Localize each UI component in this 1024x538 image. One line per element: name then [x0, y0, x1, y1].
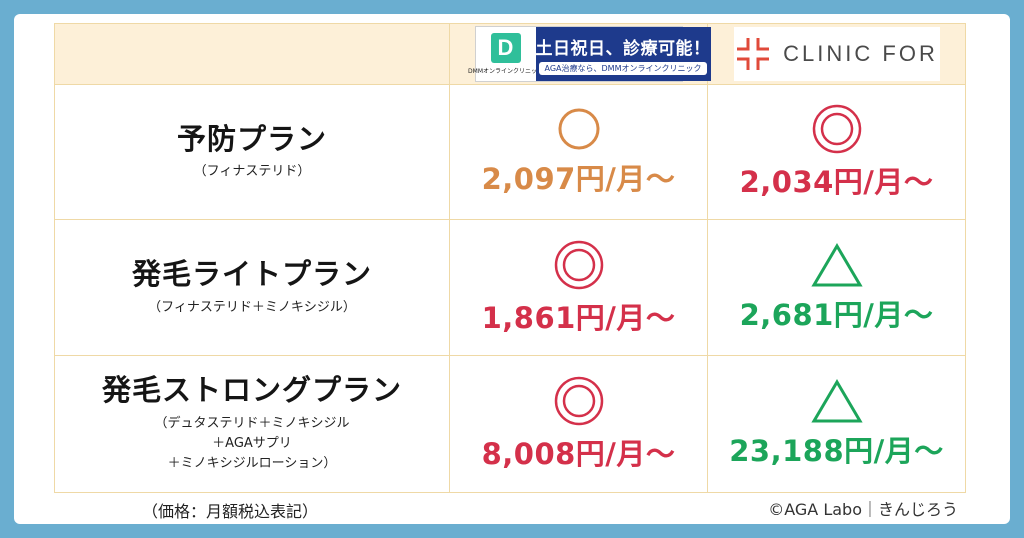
triangle-mark-icon	[810, 379, 863, 423]
plan-ingredients: （フィナステリド＋ミノキシジル）	[148, 299, 356, 315]
dmm-online-clinic-logo: D DMMオンラインクリニック 土日祝日、診療可能！ AGA治療なら、DMMオン…	[468, 26, 711, 82]
header-empty-cell	[54, 23, 450, 85]
dmm-banner: 土日祝日、診療可能！ AGA治療なら、DMMオンラインクリニック	[535, 27, 711, 81]
plan-cell: 発毛ストロングプラン （デュタステリド＋ミノキシジル ＋AGAサプリ ＋ミノキシ…	[54, 355, 450, 493]
plan-name: 発毛ライトプラン	[131, 257, 372, 292]
clinic-for-rating-cell: 23,188円/月〜	[707, 355, 966, 493]
clinic-for-logo: CLINIC FOR	[733, 27, 940, 81]
dmm-banner-sub-text: AGA治療なら、DMMオンラインクリニック	[538, 61, 708, 75]
clinic-for-rating-cell: 2,034円/月〜	[707, 84, 966, 220]
plan-cell: 予防プラン （フィナステリド）	[54, 84, 450, 220]
dmm-rating-cell: 2,097円/月〜	[449, 84, 708, 220]
clinic-for-price: 2,034円/月〜	[739, 165, 934, 199]
double-circle-mark-icon	[554, 376, 603, 426]
clinic-for-rating-cell: 2,681円/月〜	[707, 219, 966, 356]
circle-mark-icon	[558, 108, 599, 150]
plan-name: 発毛ストロングプラン	[101, 373, 402, 408]
dmm-d-plus-icon: D	[490, 33, 521, 63]
clinic-for-price: 23,188円/月〜	[729, 434, 944, 468]
dmm-brand-small-text: DMMオンラインクリニック	[468, 68, 543, 75]
clinic-for-name: CLINIC FOR	[783, 41, 938, 66]
dmm-rating-cell: 1,861円/月〜	[449, 219, 708, 356]
table-row: 発毛ストロングプラン （デュタステリド＋ミノキシジル ＋AGAサプリ ＋ミノキシ…	[54, 355, 966, 493]
double-circle-mark-icon	[812, 104, 861, 154]
table-header-row: D DMMオンラインクリニック 土日祝日、診療可能！ AGA治療なら、DMMオン…	[54, 23, 966, 85]
comparison-card: D DMMオンラインクリニック 土日祝日、診療可能！ AGA治療なら、DMMオン…	[14, 14, 1010, 524]
comparison-table: D DMMオンラインクリニック 土日祝日、診療可能！ AGA治療なら、DMMオン…	[54, 23, 966, 493]
table-row: 予防プラン （フィナステリド） 2,097円/月〜 2,034円/月〜	[54, 84, 966, 220]
dmm-banner-main-text: 土日祝日、診療可能！	[535, 38, 711, 59]
dmm-price: 2,097円/月〜	[481, 162, 676, 196]
price-note: （価格：月額税込表記）	[142, 502, 319, 521]
header-dmm-cell: D DMMオンラインクリニック 土日祝日、診療可能！ AGA治療なら、DMMオン…	[449, 23, 711, 85]
dmm-price: 1,861円/月〜	[481, 300, 676, 335]
triangle-mark-icon	[810, 242, 863, 286]
plan-ingredients: （フィナステリド）	[193, 164, 311, 180]
plan-ingredients: （デュタステリド＋ミノキシジル ＋AGAサプリ ＋ミノキシジルローション）	[154, 416, 350, 472]
copyright-credit: ©AGA Labo｜きんじろう	[768, 500, 958, 519]
plan-name: 予防プラン	[176, 121, 327, 156]
plan-cell: 発毛ライトプラン （フィナステリド＋ミノキシジル）	[54, 219, 450, 356]
dmm-price: 8,008円/月〜	[481, 437, 676, 471]
double-circle-mark-icon	[554, 240, 603, 289]
dmm-rating-cell: 8,008円/月〜	[449, 355, 708, 493]
clinic-for-price: 2,681円/月〜	[739, 297, 934, 332]
header-clinic-for-cell: CLINIC FOR	[707, 23, 966, 85]
table-row: 発毛ライトプラン （フィナステリド＋ミノキシジル） 1,861円/月〜 2,68…	[54, 219, 966, 356]
clinic-for-cross-icon	[737, 38, 770, 70]
